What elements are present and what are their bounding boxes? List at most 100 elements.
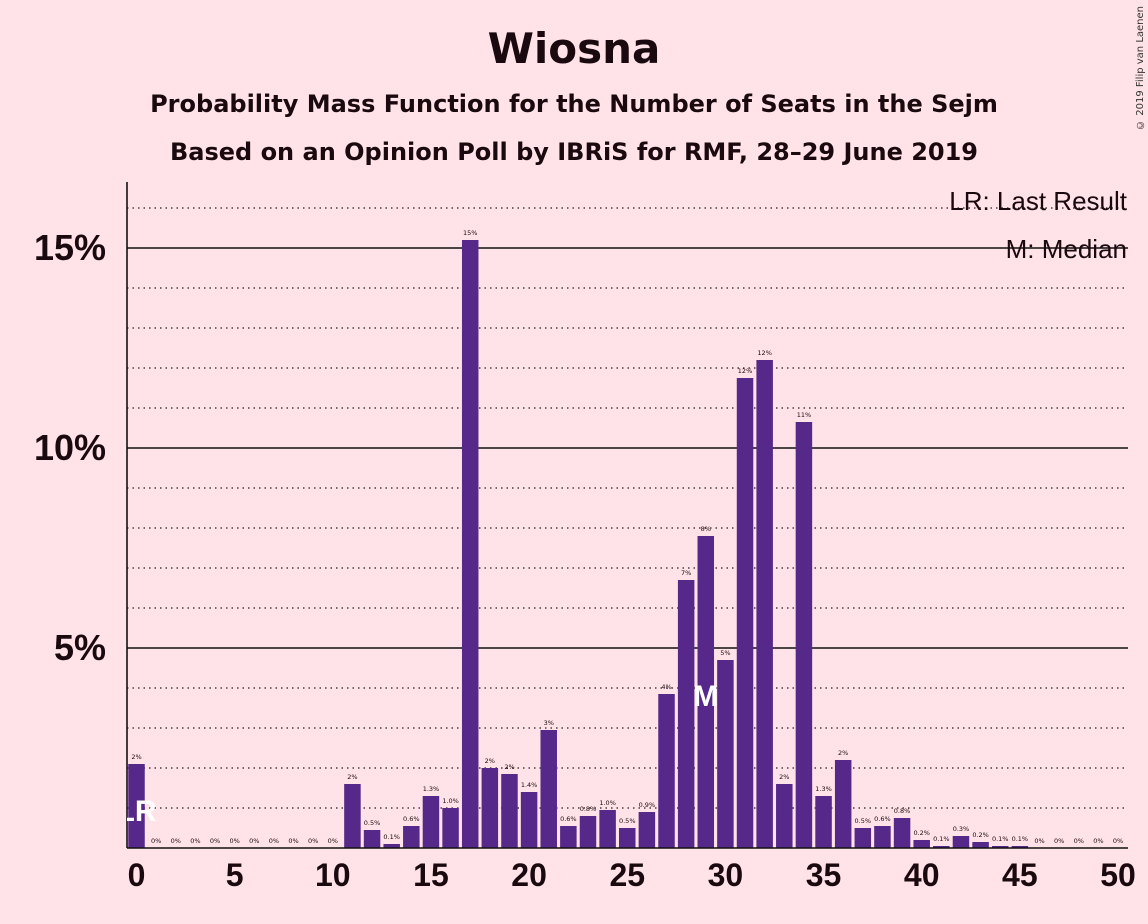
bar-value-label: 0.6%: [560, 815, 577, 823]
x-tick-label: 10: [315, 857, 351, 893]
bar-value-label: 0.1%: [933, 835, 950, 843]
bar-value-label: 1.3%: [423, 785, 440, 793]
chart-title: Wiosna: [487, 24, 661, 73]
bar-value-label: 0.9%: [639, 801, 656, 809]
x-tick-label: 25: [609, 857, 645, 893]
bar-value-label: 1.4%: [521, 781, 538, 789]
bar-value-label: 0%: [288, 837, 298, 845]
bar: [383, 844, 400, 848]
bar: [501, 774, 518, 848]
bar-value-label: 2%: [347, 773, 357, 781]
bar-value-label: 11%: [797, 411, 811, 419]
bar: [756, 360, 773, 848]
bar: [736, 378, 754, 848]
bar: [874, 826, 891, 848]
bar-value-label: 15%: [463, 229, 477, 237]
bar-value-label: 5%: [720, 649, 730, 657]
bar: [795, 422, 813, 848]
bar: [599, 810, 616, 848]
bar-value-label: 0%: [249, 837, 259, 845]
bar: [834, 760, 852, 848]
bar-value-label: 0.5%: [364, 819, 381, 827]
bar-value-label: 0.6%: [403, 815, 420, 823]
bar: [579, 816, 597, 848]
bar-value-label: 0.1%: [1012, 835, 1029, 843]
bar-value-label: 0.6%: [874, 815, 891, 823]
bar-value-label: 2%: [504, 763, 514, 771]
legend-last-result: LR: Last Result: [949, 186, 1128, 216]
x-tick-label: 30: [708, 857, 744, 893]
bar-value-label: 1.0%: [599, 799, 616, 807]
bar: [363, 830, 381, 848]
bar-value-label: 0%: [171, 837, 181, 845]
bar: [991, 846, 1009, 848]
bar: [461, 240, 479, 848]
median-marker: M: [693, 680, 718, 713]
bar-value-label: 0%: [269, 837, 279, 845]
x-tick-label: 5: [226, 857, 244, 893]
bar-value-label: 0.1%: [383, 833, 400, 841]
bar-value-label: 1.0%: [442, 797, 459, 805]
bar: [560, 826, 577, 848]
bar: [854, 828, 872, 848]
bar: [638, 812, 656, 848]
bar-value-label: 0%: [328, 837, 338, 845]
bar: [677, 580, 695, 848]
bar-value-label: 12%: [757, 349, 771, 357]
bar-value-label: 0%: [1113, 837, 1123, 845]
bar-value-label: 0%: [308, 837, 318, 845]
bar-value-label: 3%: [544, 719, 554, 727]
bar: [344, 784, 361, 848]
chart-subtitle-poll: Based on an Opinion Poll by IBRiS for RM…: [169, 138, 979, 166]
bar-value-label: 0.5%: [855, 817, 872, 825]
bar-value-label: 0%: [1034, 837, 1044, 845]
legend-median: M: Median: [1006, 234, 1127, 264]
bar: [952, 836, 970, 848]
x-tick-label: 0: [128, 857, 146, 893]
bar-value-label: 0%: [229, 837, 239, 845]
bar-value-label: 2%: [131, 753, 141, 761]
bar: [422, 796, 440, 848]
bar: [815, 796, 832, 848]
bar-value-label: 0.8%: [580, 805, 597, 813]
bar: [1011, 846, 1029, 848]
bar: [893, 818, 911, 848]
y-tick-label: 15%: [34, 227, 106, 268]
bar: [658, 694, 675, 848]
bar-value-label: 2%: [779, 773, 789, 781]
bar: [913, 840, 930, 848]
bar-value-label: 8%: [701, 525, 711, 533]
x-tick-label: 40: [904, 857, 940, 893]
bar-value-label: 0%: [190, 837, 200, 845]
y-tick-label: 5%: [54, 627, 106, 668]
x-tick-label: 20: [511, 857, 547, 893]
bar-value-label: 0%: [1093, 837, 1103, 845]
bar-value-label: 0.1%: [992, 835, 1009, 843]
bar-value-label: 0%: [1054, 837, 1064, 845]
bar-value-label: 0.3%: [953, 825, 970, 833]
bar-value-label: 0.2%: [913, 829, 930, 837]
bar: [697, 536, 715, 848]
bar-value-label: 0%: [1074, 837, 1084, 845]
bar: [540, 730, 557, 848]
bar-value-label: 2%: [838, 749, 848, 757]
bar: [717, 660, 734, 848]
last-result-marker: LR: [117, 795, 157, 828]
y-tick-label: 10%: [34, 427, 106, 468]
bar: [619, 828, 636, 848]
x-tick-label: 35: [806, 857, 842, 893]
bar: [972, 842, 989, 848]
bar: [933, 846, 950, 848]
bar: [128, 764, 145, 848]
bar: [520, 792, 538, 848]
x-tick-label: 45: [1002, 857, 1038, 893]
bar-value-label: 12%: [738, 367, 752, 375]
bar-value-label: 0.5%: [619, 817, 636, 825]
bar-value-label: 2%: [485, 757, 495, 765]
bar: [776, 784, 793, 848]
bar-value-label: 7%: [681, 569, 691, 577]
bar-value-label: 0.8%: [894, 807, 911, 815]
bar-value-label: 0%: [210, 837, 220, 845]
bar: [403, 826, 420, 848]
bar: [442, 808, 459, 848]
